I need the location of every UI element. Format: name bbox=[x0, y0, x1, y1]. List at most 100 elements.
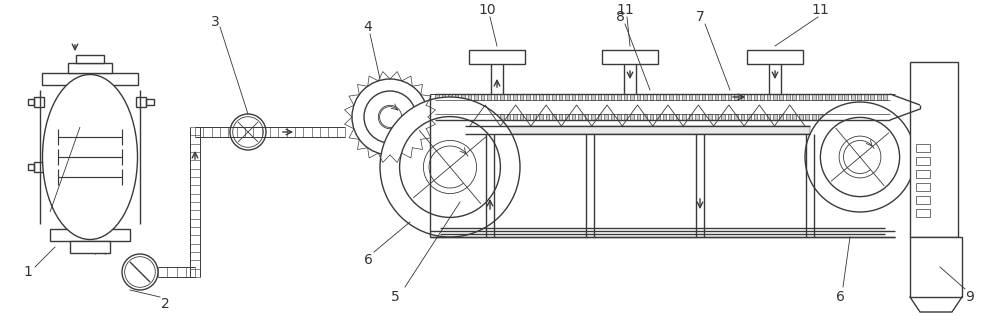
Bar bbox=[734, 114, 738, 120]
Bar bbox=[637, 94, 640, 100]
Bar bbox=[442, 94, 445, 100]
Bar bbox=[442, 114, 445, 120]
Bar bbox=[682, 94, 686, 100]
Bar bbox=[708, 114, 712, 120]
Bar bbox=[50, 229, 130, 241]
Bar bbox=[747, 114, 751, 120]
Bar bbox=[688, 94, 692, 100]
Bar bbox=[584, 114, 588, 120]
Circle shape bbox=[352, 79, 428, 155]
Bar bbox=[474, 114, 478, 120]
Bar bbox=[864, 114, 868, 120]
Bar bbox=[728, 94, 731, 100]
Bar bbox=[884, 94, 887, 100]
Bar bbox=[825, 94, 829, 100]
Bar bbox=[469, 50, 525, 64]
Bar bbox=[487, 114, 491, 120]
Bar bbox=[656, 114, 660, 120]
Bar bbox=[656, 94, 660, 100]
Bar bbox=[494, 114, 497, 120]
Bar bbox=[598, 114, 601, 120]
Text: 11: 11 bbox=[811, 3, 829, 17]
Circle shape bbox=[230, 114, 266, 150]
Bar bbox=[480, 114, 484, 120]
Bar bbox=[650, 114, 653, 120]
Bar bbox=[448, 94, 452, 100]
Bar bbox=[844, 94, 848, 100]
Bar bbox=[546, 94, 549, 100]
Bar bbox=[747, 50, 803, 64]
Bar bbox=[513, 114, 517, 120]
Bar bbox=[695, 114, 699, 120]
Bar bbox=[676, 114, 679, 120]
Bar bbox=[494, 94, 497, 100]
Bar bbox=[558, 94, 562, 100]
Bar bbox=[643, 114, 647, 120]
Bar bbox=[864, 94, 868, 100]
Bar bbox=[617, 94, 621, 100]
Bar bbox=[468, 114, 471, 120]
Bar bbox=[786, 94, 790, 100]
Bar bbox=[702, 114, 705, 120]
Bar bbox=[676, 94, 679, 100]
Bar bbox=[526, 94, 530, 100]
Bar bbox=[870, 94, 874, 100]
Bar bbox=[818, 94, 822, 100]
Bar bbox=[682, 114, 686, 120]
Bar bbox=[624, 114, 627, 120]
Bar bbox=[695, 94, 699, 100]
Bar bbox=[754, 94, 757, 100]
Bar bbox=[461, 94, 465, 100]
Bar bbox=[604, 94, 608, 100]
Bar bbox=[877, 114, 881, 120]
Bar bbox=[916, 209, 930, 217]
Bar bbox=[565, 114, 569, 120]
Bar bbox=[474, 94, 478, 100]
Bar bbox=[734, 94, 738, 100]
Bar bbox=[526, 114, 530, 120]
Bar bbox=[754, 114, 757, 120]
Bar bbox=[870, 114, 874, 120]
Bar bbox=[662, 114, 666, 120]
Bar bbox=[708, 94, 712, 100]
Bar bbox=[552, 94, 556, 100]
Bar bbox=[487, 94, 491, 100]
Bar bbox=[760, 114, 764, 120]
Bar bbox=[721, 94, 725, 100]
Bar bbox=[539, 94, 543, 100]
Text: 6: 6 bbox=[836, 290, 844, 304]
Bar bbox=[721, 114, 725, 120]
Bar bbox=[728, 114, 731, 120]
Text: 3: 3 bbox=[211, 15, 219, 29]
Bar bbox=[454, 94, 458, 100]
Bar bbox=[831, 94, 835, 100]
Bar bbox=[851, 114, 855, 120]
Bar bbox=[500, 94, 504, 100]
Bar bbox=[520, 94, 523, 100]
Bar bbox=[435, 114, 439, 120]
Bar bbox=[844, 114, 848, 120]
Bar bbox=[916, 196, 930, 204]
Bar bbox=[28, 164, 34, 170]
Bar bbox=[480, 94, 484, 100]
Bar bbox=[831, 114, 835, 120]
Bar bbox=[884, 114, 887, 120]
Bar bbox=[76, 55, 104, 63]
Bar bbox=[34, 97, 44, 107]
Bar bbox=[513, 94, 517, 100]
Bar bbox=[669, 94, 673, 100]
Text: 5: 5 bbox=[391, 290, 399, 304]
Bar bbox=[70, 241, 110, 253]
Bar bbox=[500, 114, 504, 120]
Bar bbox=[747, 94, 751, 100]
Bar bbox=[786, 114, 790, 120]
Bar bbox=[643, 94, 647, 100]
Circle shape bbox=[122, 254, 158, 290]
Bar bbox=[877, 94, 881, 100]
Bar bbox=[552, 114, 556, 120]
Circle shape bbox=[805, 102, 915, 212]
Circle shape bbox=[364, 91, 416, 143]
Bar bbox=[68, 63, 112, 73]
Bar bbox=[916, 170, 930, 178]
Bar bbox=[435, 94, 439, 100]
